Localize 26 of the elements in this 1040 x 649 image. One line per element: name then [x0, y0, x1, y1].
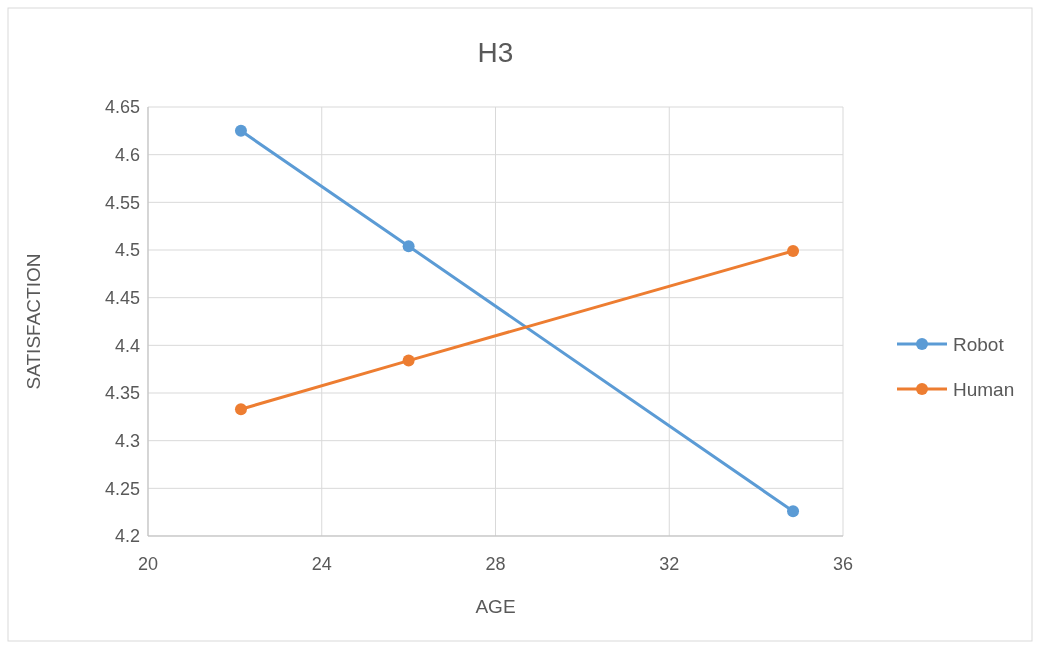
y-tick-label: 4.35	[104, 383, 140, 404]
y-tick-label: 4.65	[104, 97, 140, 118]
y-tick-label: 4.25	[104, 478, 140, 499]
x-tick-label: 32	[659, 554, 680, 574]
y-tick-label: 4.6	[114, 144, 140, 165]
x-tick-label: 20	[137, 554, 159, 574]
point	[787, 244, 800, 257]
x-tick-label: 28	[485, 554, 506, 574]
y-axis-title: SATISFACTION	[23, 253, 44, 390]
point	[402, 354, 415, 367]
chart-title: H3	[477, 37, 514, 68]
x-axis-title: AGE	[475, 596, 516, 617]
legend-label: Human	[953, 378, 1015, 400]
point	[402, 240, 415, 253]
point	[787, 505, 800, 518]
y-tick-label: 4.55	[104, 192, 140, 213]
y-tick-label: 4.2	[114, 526, 140, 547]
y-tick-label: 4.3	[114, 430, 140, 451]
y-tick-label: 4.5	[114, 240, 140, 261]
legend-label: Robot	[953, 333, 1005, 355]
point	[234, 124, 247, 137]
x-tick-label: 36	[832, 554, 854, 574]
x-tick-label: 24	[311, 554, 332, 574]
y-tick-label: 4.45	[104, 287, 140, 308]
y-tick-label: 4.4	[114, 335, 140, 356]
point	[234, 403, 247, 416]
